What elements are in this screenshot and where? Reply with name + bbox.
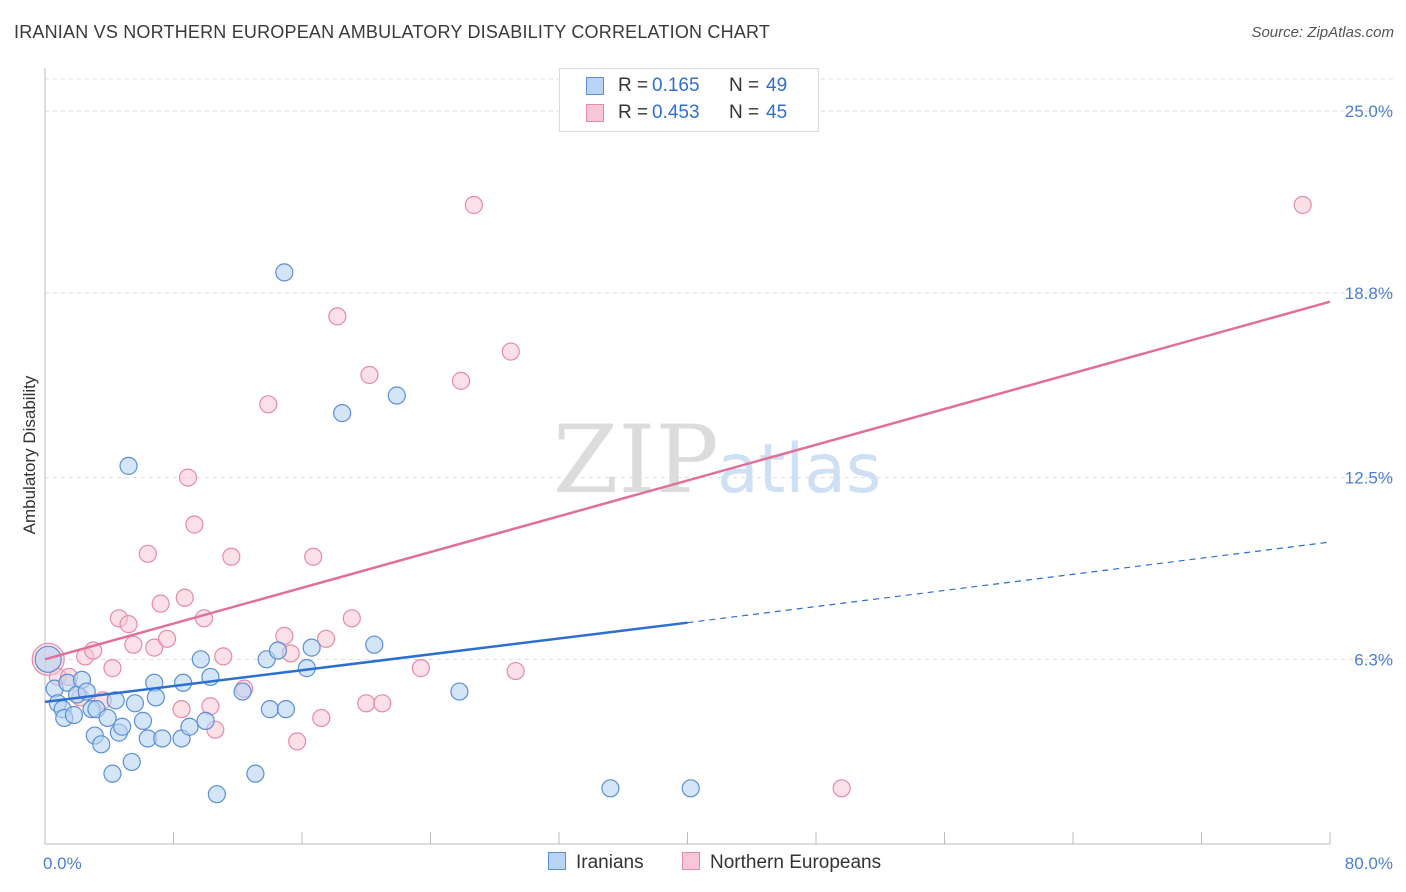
y-tick-label: 18.8% bbox=[1345, 284, 1393, 303]
r-value: 0.165 bbox=[652, 75, 700, 96]
data-point-iranian bbox=[268, 641, 288, 660]
data-point-northern-european bbox=[1293, 195, 1312, 215]
data-point-iranian bbox=[260, 700, 279, 719]
n-label: N = bbox=[729, 102, 760, 123]
iranians-swatch bbox=[586, 77, 604, 95]
data-point-northern-european bbox=[172, 700, 191, 719]
r-label: R = bbox=[618, 75, 649, 96]
legend-label-iranians: Iranians bbox=[576, 852, 644, 873]
data-point-northern-european bbox=[124, 635, 143, 654]
data-point-northern-european bbox=[145, 638, 164, 657]
data-point-northern-european bbox=[373, 694, 392, 713]
data-point-northern-european bbox=[178, 468, 198, 487]
data-point-northern-european bbox=[214, 647, 233, 666]
data-point-northern-european bbox=[222, 547, 241, 566]
data-point-iranian bbox=[365, 635, 384, 654]
correlation-legend: R = 0.165 N = 49 R = 0.453 N = 45 bbox=[559, 68, 819, 132]
data-point-northern-european bbox=[832, 779, 851, 798]
legend-label-northern-europeans: Northern Europeans bbox=[710, 852, 882, 873]
data-point-northern-european bbox=[342, 609, 361, 628]
axes bbox=[44, 68, 1331, 845]
data-point-iranian bbox=[92, 735, 111, 754]
data-point-iranian bbox=[275, 263, 294, 282]
tick-labels: 6.3% 12.5% 18.8% 25.0% 0.0% 80.0% bbox=[43, 102, 1393, 873]
source-credit: Source: ZipAtlas.com bbox=[1251, 24, 1394, 41]
data-point-iranian bbox=[112, 717, 132, 736]
data-point-iranian bbox=[450, 682, 469, 701]
data-point-northern-european bbox=[357, 694, 376, 713]
data-point-northern-european bbox=[451, 371, 471, 390]
data-point-northern-european bbox=[328, 307, 347, 326]
data-point-northern-european bbox=[316, 629, 336, 648]
y-tick-label: 12.5% bbox=[1345, 469, 1393, 488]
data-point-iranian bbox=[103, 764, 122, 783]
data-point-northern-european bbox=[360, 365, 379, 385]
data-point-northern-european bbox=[157, 629, 177, 648]
data-point-iranian bbox=[333, 403, 352, 423]
data-point-northern-european bbox=[411, 659, 430, 678]
data-point-iranian bbox=[122, 752, 141, 772]
y-tick-label: 6.3% bbox=[1354, 650, 1393, 669]
chart-title: IRANIAN VS NORTHERN EUROPEAN AMBULATORY … bbox=[14, 22, 771, 42]
data-point-northern-european bbox=[151, 594, 170, 613]
data-point-iranian bbox=[191, 650, 210, 669]
y-tick-label: 25.0% bbox=[1345, 102, 1393, 121]
data-point-iranian bbox=[133, 711, 153, 730]
n-value: 49 bbox=[766, 75, 788, 96]
data-point-iranian bbox=[153, 729, 172, 748]
watermark-atlas: atlas bbox=[717, 430, 881, 509]
trend-line-iranians-extension bbox=[687, 541, 1331, 624]
data-point-northern-european bbox=[304, 547, 323, 566]
y-axis-label: Ambulatory Disability bbox=[20, 375, 39, 534]
data-point-iranian bbox=[233, 682, 252, 701]
data-point-iranian bbox=[601, 779, 620, 798]
r-label: R = bbox=[618, 102, 649, 123]
data-point-northern-european bbox=[119, 615, 138, 634]
series-iranians bbox=[34, 263, 700, 804]
northern-europeans-swatch bbox=[682, 852, 700, 870]
data-point-iranian bbox=[174, 673, 193, 692]
data-point-northern-european bbox=[312, 708, 331, 728]
data-point-iranian bbox=[681, 779, 700, 798]
watermark: ZIP atlas bbox=[553, 406, 881, 515]
data-point-iranian bbox=[64, 705, 84, 725]
n-value: 45 bbox=[766, 102, 788, 123]
trend-line-iranians bbox=[44, 621, 688, 704]
trend-lines bbox=[44, 300, 1331, 704]
data-point-northern-european bbox=[501, 342, 520, 361]
data-point-northern-european bbox=[259, 395, 278, 414]
data-point-iranian bbox=[146, 688, 165, 707]
data-point-iranian bbox=[387, 386, 406, 405]
data-point-iranian bbox=[119, 456, 138, 475]
data-point-iranian bbox=[302, 638, 321, 657]
trend-line-northern-europeans bbox=[44, 300, 1331, 661]
data-point-iranian bbox=[125, 694, 145, 713]
data-point-northern-european bbox=[464, 195, 483, 215]
legend-item-iranians[interactable]: Iranians bbox=[548, 852, 644, 874]
data-point-northern-european bbox=[138, 544, 157, 563]
data-point-iranian bbox=[98, 708, 117, 728]
data-point-iranian bbox=[196, 711, 215, 730]
data-point-northern-european bbox=[288, 732, 307, 751]
r-value: 0.453 bbox=[652, 102, 700, 123]
n-label: N = bbox=[729, 75, 760, 96]
data-point-iranian bbox=[180, 717, 199, 736]
data-point-iranian bbox=[276, 700, 296, 719]
data-point-iranian bbox=[246, 764, 265, 783]
data-point-northern-european bbox=[185, 515, 204, 534]
watermark-zip: ZIP bbox=[553, 406, 719, 515]
iranians-swatch bbox=[548, 852, 566, 870]
data-point-northern-european bbox=[506, 661, 525, 681]
data-point-iranian bbox=[106, 691, 125, 710]
data-point-iranian bbox=[207, 785, 226, 804]
grid-lines bbox=[45, 78, 1395, 660]
x-tick-label: 0.0% bbox=[43, 854, 82, 873]
northern-europeans-swatch bbox=[586, 104, 604, 122]
data-point-northern-european bbox=[175, 588, 194, 607]
legend-item-northern-europeans[interactable]: Northern Europeans bbox=[682, 852, 881, 874]
x-tick-label: 80.0% bbox=[1345, 854, 1393, 873]
data-point-northern-european bbox=[103, 659, 122, 678]
